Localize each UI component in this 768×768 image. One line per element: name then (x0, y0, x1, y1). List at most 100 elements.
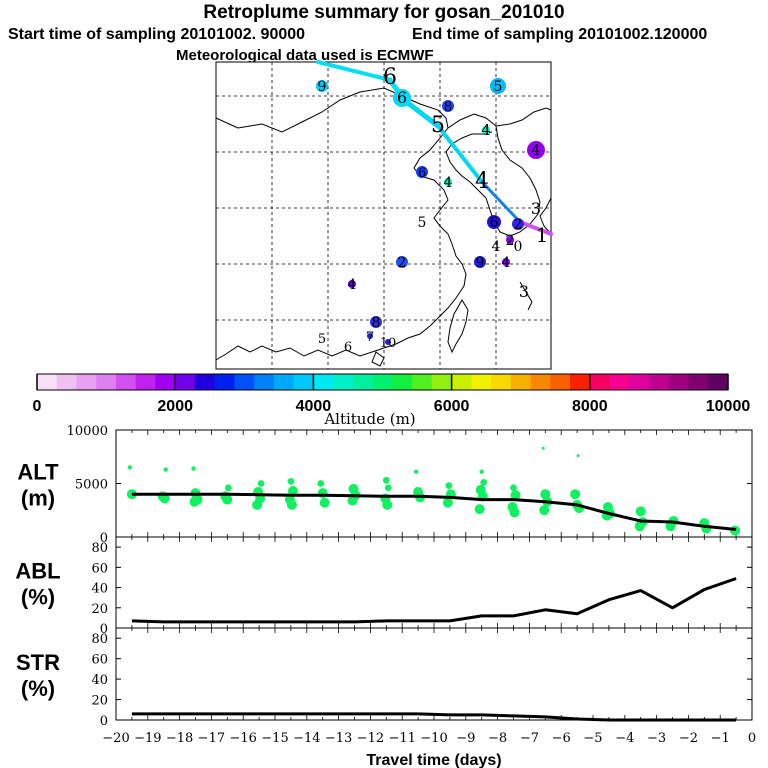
map-marker-label: 7 (366, 330, 374, 345)
x-tick-label: −10 (420, 731, 447, 746)
x-tick-label: −19 (134, 731, 161, 746)
map-marker-label: 4 (348, 277, 357, 293)
x-tick-label: −6 (552, 731, 571, 746)
x-tick-label: −16 (229, 731, 256, 746)
colorbar-swatch (629, 374, 650, 390)
alt-point (576, 454, 580, 458)
map-marker-label: 2 (506, 233, 515, 249)
alt-point (474, 504, 485, 515)
alt-point (479, 469, 484, 474)
y-axis-label: ABL (15, 559, 60, 584)
x-tick-label: −4 (615, 731, 634, 746)
alt-point (541, 446, 545, 450)
y-tick-label: 40 (91, 673, 108, 688)
x-tick-label: −7 (520, 731, 539, 746)
x-tick-label: −12 (357, 731, 384, 746)
map-marker-dot (316, 80, 328, 92)
x-tick-label: −9 (456, 731, 475, 746)
y-tick-label: 80 (91, 632, 108, 647)
colorbar-swatch (115, 374, 137, 390)
y-tick-label: 5000 (75, 478, 108, 493)
y-axis-label: ALT (17, 460, 59, 485)
colorbar-title: Altitude (m) (323, 410, 415, 428)
map-grid (216, 62, 551, 369)
colorbar-swatch (175, 374, 196, 390)
alt-point (347, 495, 358, 506)
map-marker-label: 10 (380, 336, 397, 351)
map-marker-dot (502, 258, 510, 266)
trajectory-segment (480, 180, 522, 224)
map-marker-dot (512, 218, 524, 230)
x-tick-label: −18 (166, 731, 193, 746)
altitude-colorbar: 0 2000 4000 6000 8000 10000 (33, 373, 751, 415)
colorbar-swatch (491, 374, 512, 390)
colorbar-swatch (668, 374, 690, 390)
y-axis-unit: (m) (21, 486, 55, 511)
str-series-line (131, 712, 737, 722)
alt-point (317, 480, 325, 487)
map-marker-dot (416, 166, 428, 178)
map-marker-label: 6 (418, 166, 426, 181)
map-marker-dot (393, 89, 411, 107)
trajectory-label: 1 (536, 223, 549, 247)
x-tick-label: −2 (679, 731, 698, 746)
alt-point (252, 499, 263, 510)
map-marker-label: 4 (492, 239, 501, 255)
x-tick-label: −14 (293, 731, 320, 746)
map-marker-dot (527, 141, 545, 159)
map-frame (215, 61, 552, 370)
colorbar-swatch (471, 374, 492, 390)
colorbar-swatch (609, 374, 630, 390)
y-tick-label: 0 (100, 714, 108, 729)
map-marker-label: 8 (372, 315, 381, 331)
alt-point (189, 496, 200, 507)
alt-series-line (131, 492, 737, 531)
y-tick-label: 40 (91, 582, 108, 597)
map-marker-label: 6 (490, 215, 499, 231)
map-marker-label: 3 (519, 282, 529, 301)
alt-point (510, 490, 521, 501)
map-marker-label: 5 (318, 332, 326, 347)
alt-point (480, 479, 488, 486)
alt-point (191, 466, 196, 471)
map-marker-dot (487, 215, 501, 229)
trajectory-segment (518, 220, 553, 236)
alt-point (319, 497, 330, 508)
map-marker-dot (442, 100, 454, 112)
alt-point (509, 507, 520, 518)
start-time-label: Start time of sampling 20101002. 90000 (8, 26, 306, 43)
map-marker-dot (490, 78, 506, 94)
trajectory-label: 4 (475, 169, 489, 194)
colorbar-swatch (155, 374, 176, 390)
x-tick-label: −11 (388, 731, 415, 746)
colorbar-swatch (372, 374, 393, 390)
y-tick-label: 0 (100, 622, 108, 637)
y-tick-label: 80 (91, 541, 108, 556)
colorbar-swatch (234, 374, 255, 390)
trajectory-segment (401, 97, 441, 129)
y-tick-label: 20 (91, 694, 108, 709)
panel-frame (115, 536, 753, 629)
colorbar-tick-label: 10000 (706, 398, 751, 415)
panel-alt: 0 5000 10000 ALT(m) (17, 424, 753, 546)
alt-point (287, 485, 298, 496)
colorbar-swatch (510, 374, 532, 390)
map-marker-label: 5 (494, 79, 503, 95)
colorbar-swatch (431, 374, 453, 390)
colorbar-swatch (56, 374, 77, 390)
alt-point (445, 482, 453, 490)
trajectory-label: 6 (383, 65, 397, 90)
map-marker-label: 4 (481, 121, 491, 139)
map-marker-dot (367, 333, 373, 339)
colorbar-swatch (392, 374, 413, 390)
coastline-path (371, 351, 385, 367)
alt-point (510, 484, 517, 492)
x-tick-label: −1 (711, 731, 730, 746)
map-marker-label: 4 (531, 141, 541, 159)
chart-title: Retroplume summary for gosan_201010 (203, 2, 565, 23)
colorbar-swatch (649, 374, 670, 390)
colorbar-swatch (451, 374, 472, 390)
map-marker-label: 6 (344, 340, 352, 355)
